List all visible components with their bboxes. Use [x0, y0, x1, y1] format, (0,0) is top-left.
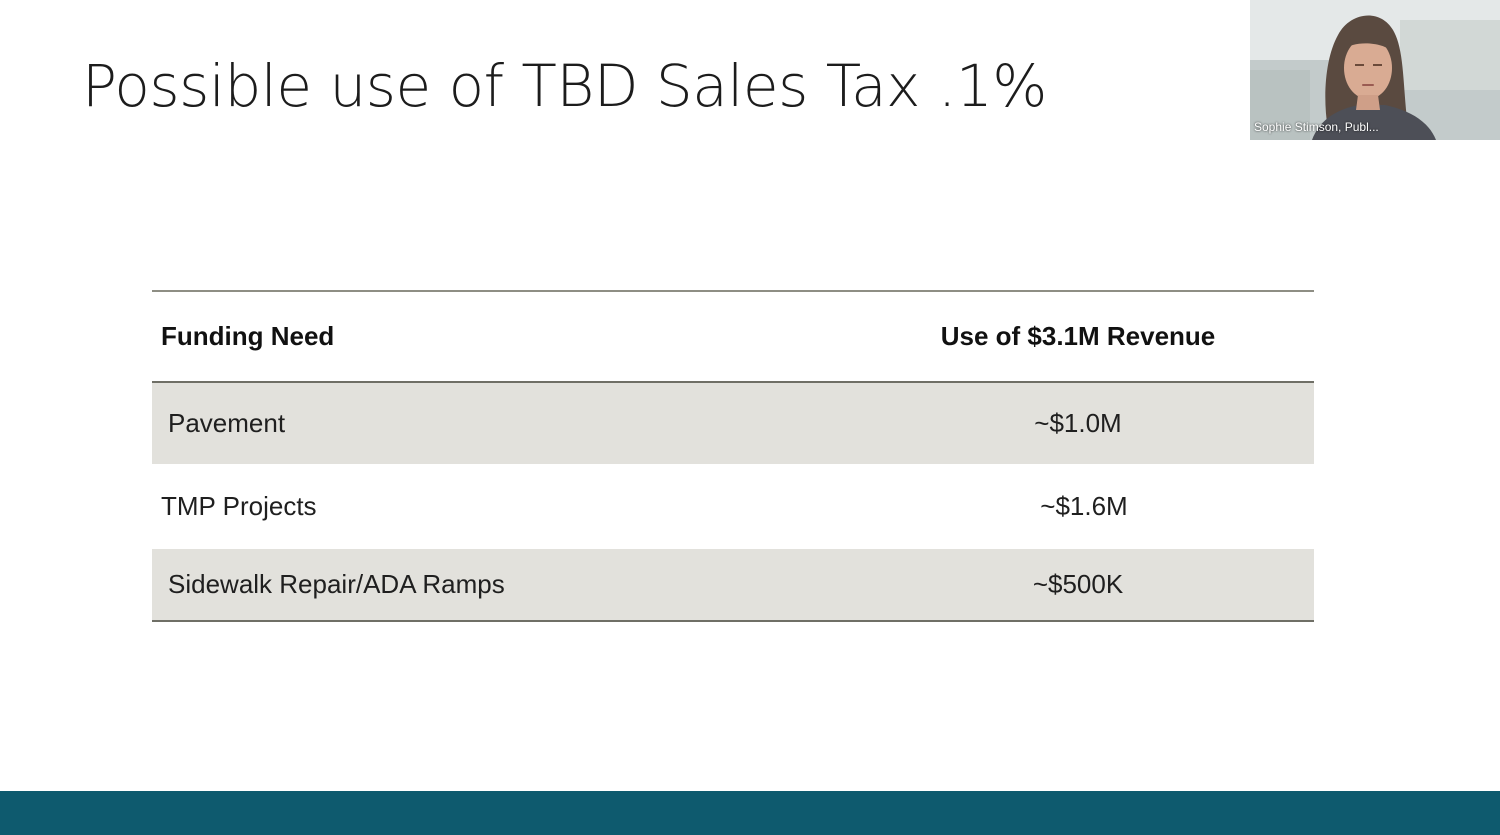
table-header-rule	[152, 381, 1314, 383]
revenue-use-cell: ~$1.6M	[1040, 491, 1128, 521]
table-top-rule	[152, 290, 1314, 292]
funding-table: Funding Need Use of $3.1M Revenue Paveme…	[152, 290, 1314, 622]
table-header-row: Funding Need Use of $3.1M Revenue	[152, 292, 1314, 381]
participant-video-image	[1250, 0, 1500, 140]
funding-need-cell: Pavement	[168, 408, 286, 438]
slide-footer-band	[0, 791, 1500, 835]
header-funding-need: Funding Need	[161, 321, 335, 351]
table-bottom-rule	[152, 620, 1314, 622]
table-row: Pavement ~$1.0M	[152, 383, 1314, 464]
revenue-use-cell: ~$500K	[1032, 569, 1124, 599]
funding-need-cell: TMP Projects	[161, 491, 317, 521]
revenue-use-cell: ~$1.0M	[1034, 408, 1122, 438]
header-use-of-revenue: Use of $3.1M Revenue	[940, 321, 1216, 351]
participant-video-tile[interactable]: Sophie Stimson, Publ...	[1250, 0, 1500, 140]
table-row: TMP Projects ~$1.6M	[152, 464, 1314, 549]
funding-need-cell: Sidewalk Repair/ADA Ramps	[168, 569, 505, 599]
slide-title: Possible use of TBD Sales Tax .1%	[82, 52, 1047, 120]
table-row: Sidewalk Repair/ADA Ramps ~$500K	[152, 549, 1314, 620]
participant-name-label: Sophie Stimson, Publ...	[1254, 120, 1379, 134]
